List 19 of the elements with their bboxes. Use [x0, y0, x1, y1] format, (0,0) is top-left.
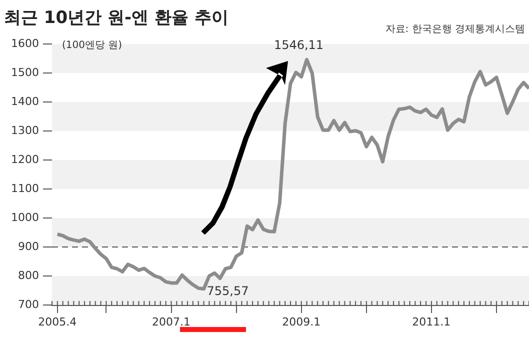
y-tick-label: 1400 — [11, 94, 39, 108]
y-tick-label: 800 — [18, 268, 39, 282]
y-tick-label: 1100 — [11, 182, 39, 195]
y-tick-label: 1300 — [11, 124, 39, 137]
y-tick-label: 900 — [18, 240, 39, 253]
annotation: 755,57 — [206, 284, 249, 298]
y-tick-label: 1500 — [11, 66, 39, 79]
x-tick-label: 2007.1 — [152, 315, 190, 328]
text: 자료: 한국은행 경제통계시스템 — [385, 23, 525, 36]
y-tick-label: 1200 — [11, 152, 39, 166]
y-tick-label: 1600 — [11, 36, 39, 50]
y-tick-label: 1000 — [11, 210, 39, 224]
y-tick-label: 700 — [18, 298, 39, 311]
x-tick-label: 2011.1 — [412, 315, 451, 328]
y-axis-title: (100엔당 원) — [62, 39, 122, 52]
chart-title: 최근 10년간 원-엔 환율 추이 — [4, 7, 228, 29]
x-tick-label: 2009.1 — [282, 315, 321, 328]
annotation: 1546,11 — [274, 38, 324, 52]
x-tick-label: 2005.4 — [38, 315, 77, 328]
